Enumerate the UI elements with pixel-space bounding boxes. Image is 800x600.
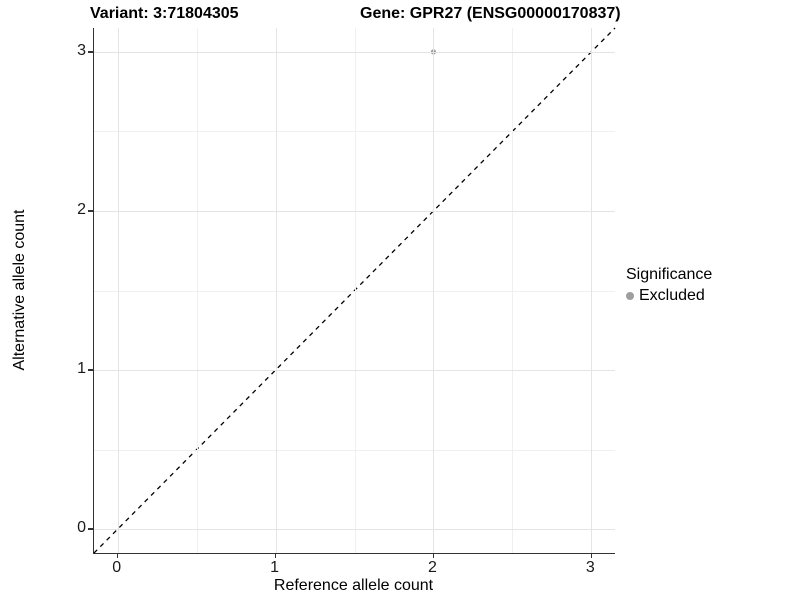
x-axis-tick-mark — [432, 553, 435, 558]
y-axis-title: Alternative allele count — [11, 209, 28, 371]
y-major-gridline — [94, 210, 615, 212]
y-major-gridline — [94, 529, 615, 531]
y-major-gridline — [94, 370, 615, 372]
x-tick-label-1: 1 — [270, 559, 279, 576]
y-minor-gridline — [94, 131, 615, 133]
x-axis-tick-mark — [116, 553, 119, 558]
legend: Significance Excluded — [626, 266, 712, 305]
x-major-gridline — [275, 28, 277, 553]
plot-panel — [87, 27, 616, 558]
y-axis-tick-mark — [87, 528, 93, 530]
x-tick-label-3: 3 — [585, 559, 595, 576]
y-axis-tick-mark — [87, 369, 93, 371]
y-tick-label-3: 3 — [77, 41, 86, 59]
gene-title: Gene: GPR27 (ENSG00000170837) — [360, 5, 621, 22]
y-minor-gridline — [94, 290, 615, 292]
x-axis-tick-mark — [274, 553, 277, 558]
y-axis-tick-mark — [87, 51, 93, 53]
x-axis-title: Reference allele count — [273, 577, 434, 594]
y-minor-gridline — [94, 449, 615, 451]
legend-item-label: Excluded — [639, 287, 705, 304]
y-axis-tick-mark — [87, 210, 93, 212]
legend-title: Significance — [626, 266, 713, 283]
x-major-gridline — [433, 28, 435, 553]
variant-title: Variant: 3:71804305 — [90, 5, 239, 22]
y-major-gridline — [94, 51, 615, 53]
y-tick-label-1: 1 — [77, 360, 86, 378]
x-major-gridline — [591, 28, 593, 553]
x-tick-label-2: 2 — [427, 559, 437, 576]
y-tick-label-2: 2 — [77, 201, 86, 219]
legend-item-excluded: Excluded — [626, 287, 712, 305]
excluded-point-icon — [626, 292, 634, 300]
x-axis-tick-mark — [590, 553, 592, 558]
y-tick-label-0: 0 — [77, 519, 86, 537]
x-major-gridline — [117, 28, 119, 553]
x-tick-label-0: 0 — [112, 559, 122, 576]
